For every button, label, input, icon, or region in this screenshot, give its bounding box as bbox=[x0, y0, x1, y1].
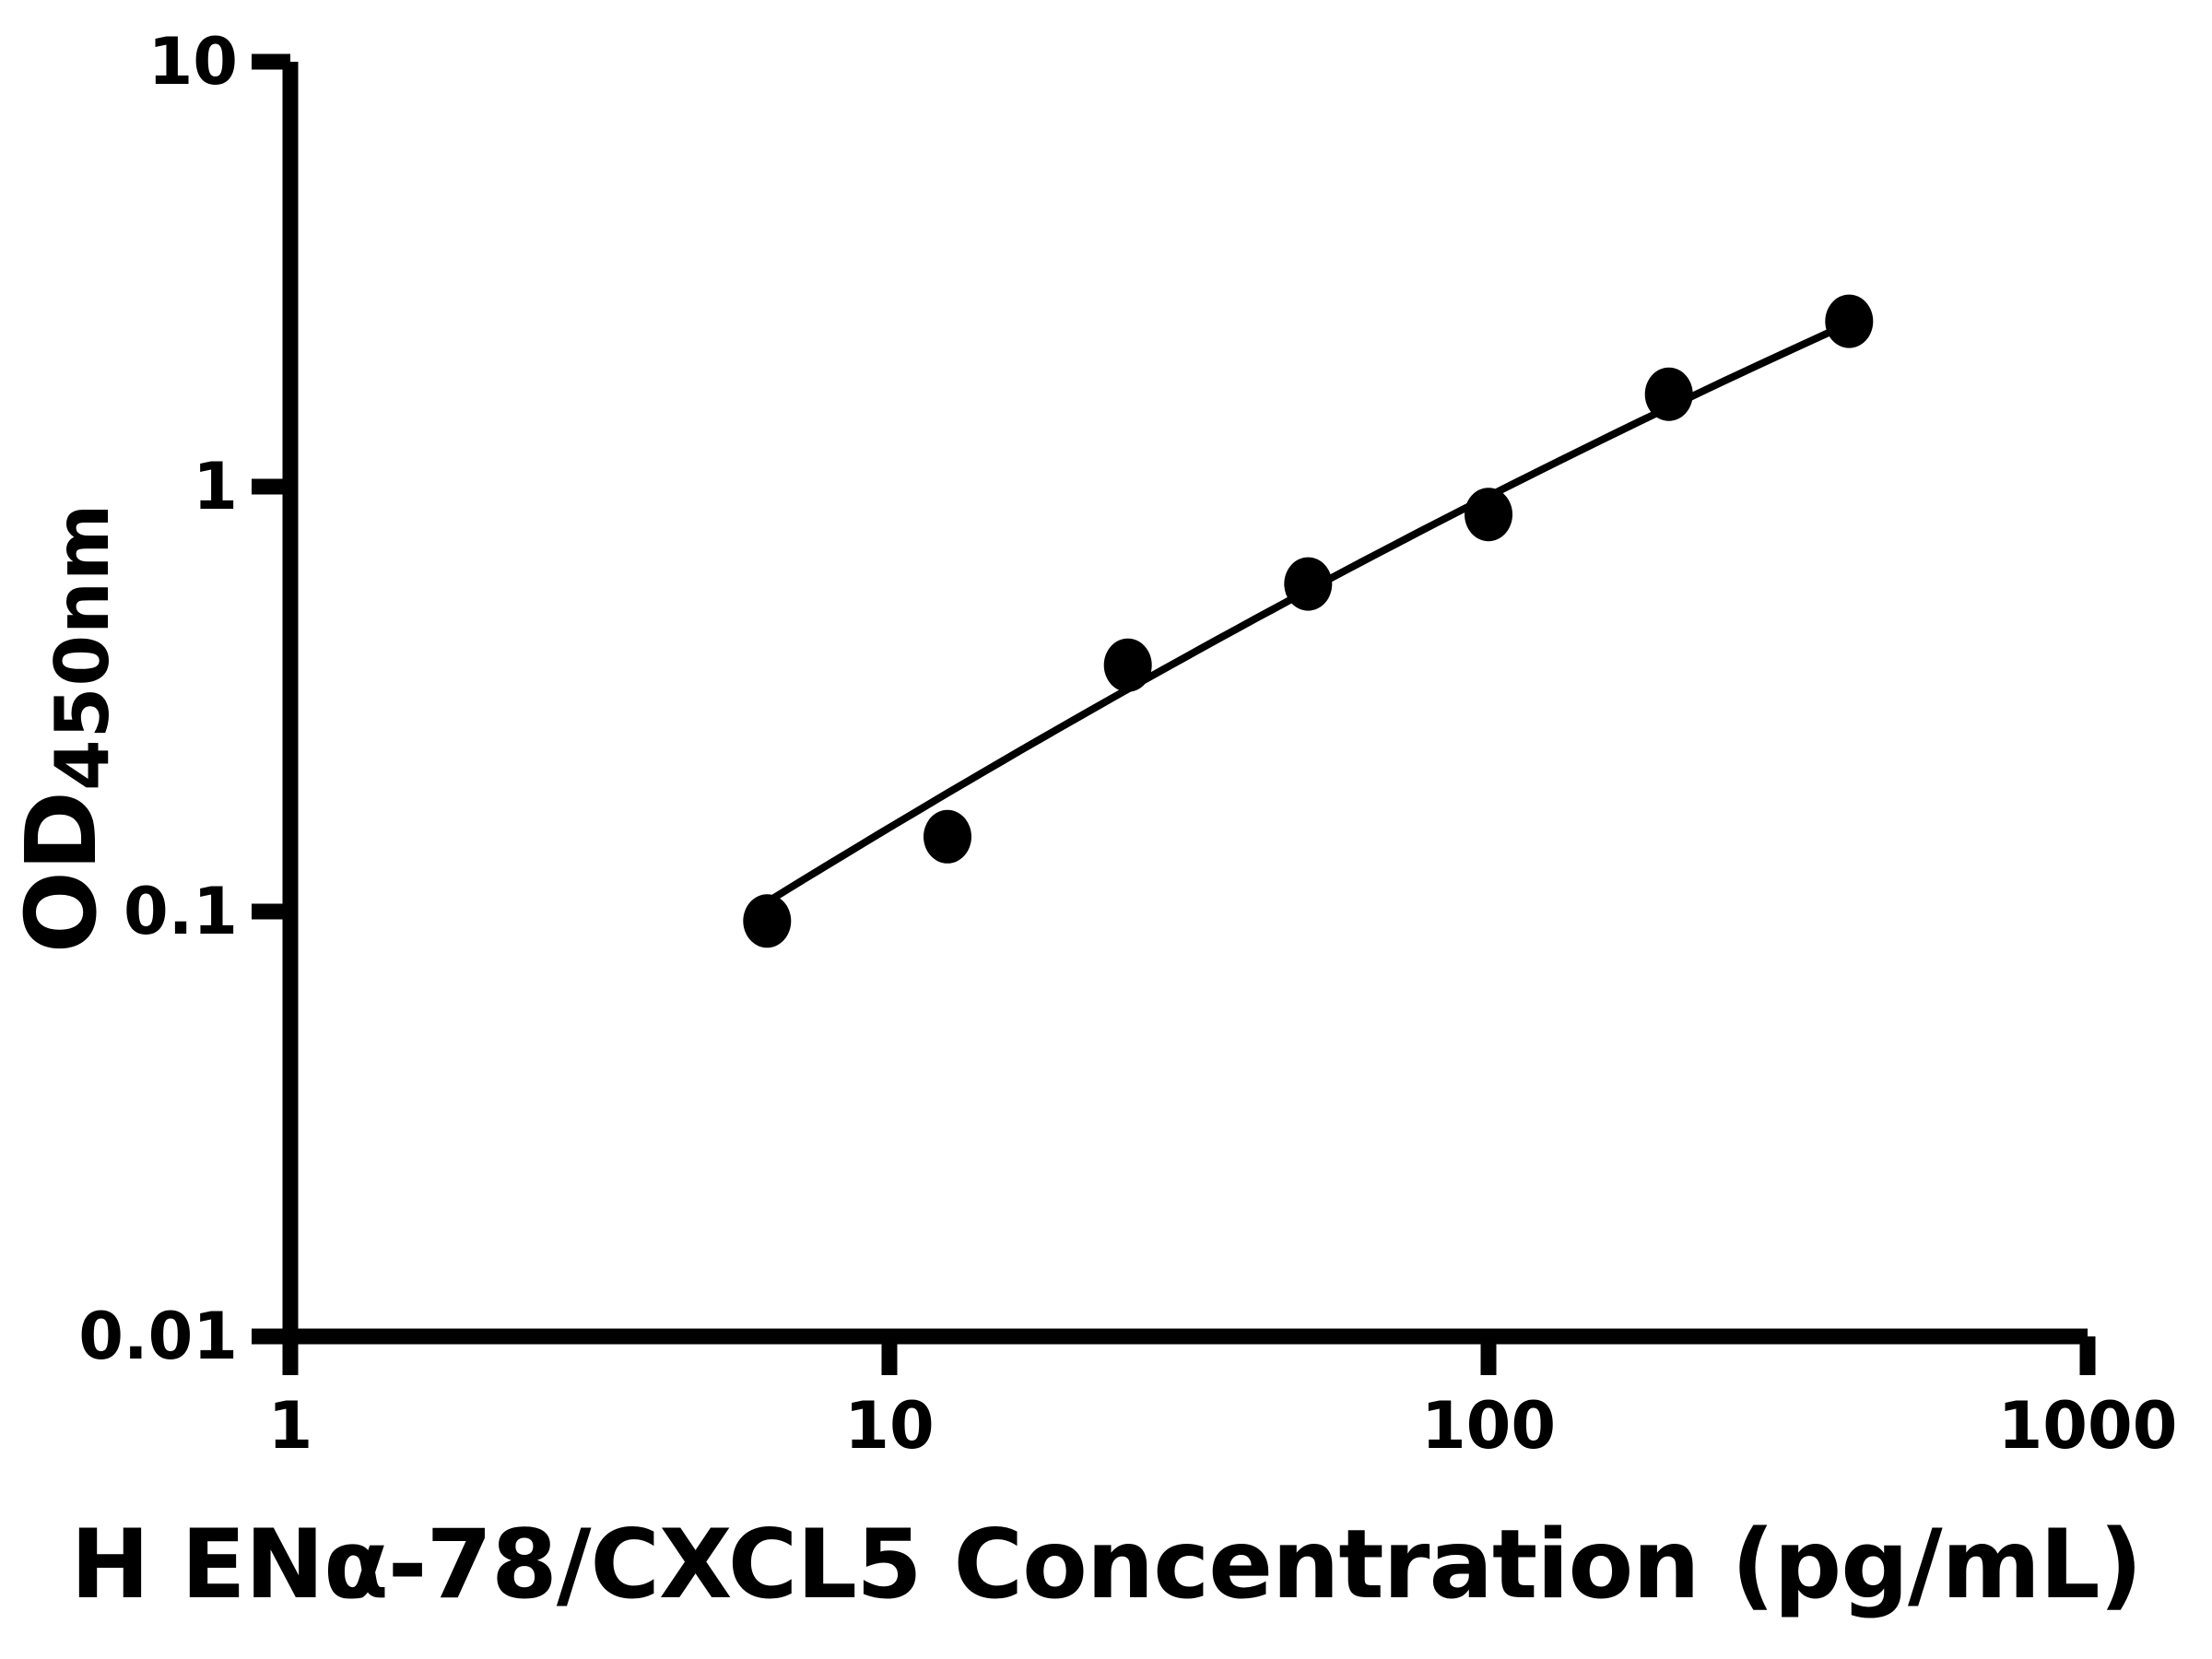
y-axis-tick-label-10: 10 bbox=[147, 24, 238, 100]
data-point bbox=[1644, 367, 1693, 421]
y-axis-title: OD450nm bbox=[0, 488, 126, 968]
x-axis-title: H ENα-78/CXCL5 Concentration (pg/mL) bbox=[70, 1510, 2142, 1620]
data-point bbox=[1465, 488, 1512, 542]
data-point bbox=[1103, 638, 1152, 692]
x-axis-tick-label-100: 100 bbox=[1420, 1388, 1557, 1464]
data-point bbox=[1284, 557, 1333, 611]
x-axis-tick-label-1: 1 bbox=[267, 1388, 313, 1464]
y-axis-title-main: OD bbox=[6, 790, 118, 954]
x-axis-tick-label-10: 10 bbox=[844, 1388, 935, 1464]
x-axis-tick-label-1000: 1000 bbox=[1997, 1388, 2178, 1464]
data-point bbox=[743, 894, 792, 948]
y-axis-title-subscript: 450nm bbox=[40, 502, 125, 791]
data-point bbox=[924, 809, 971, 864]
y-axis-tick-label-0.1: 0.1 bbox=[123, 874, 238, 949]
axis-spine bbox=[282, 62, 2088, 1345]
data-point bbox=[1825, 294, 1874, 348]
y-axis-tick-label-0.01: 0.01 bbox=[78, 1299, 238, 1374]
y-axis-tick-label-1: 1 bbox=[193, 449, 238, 524]
